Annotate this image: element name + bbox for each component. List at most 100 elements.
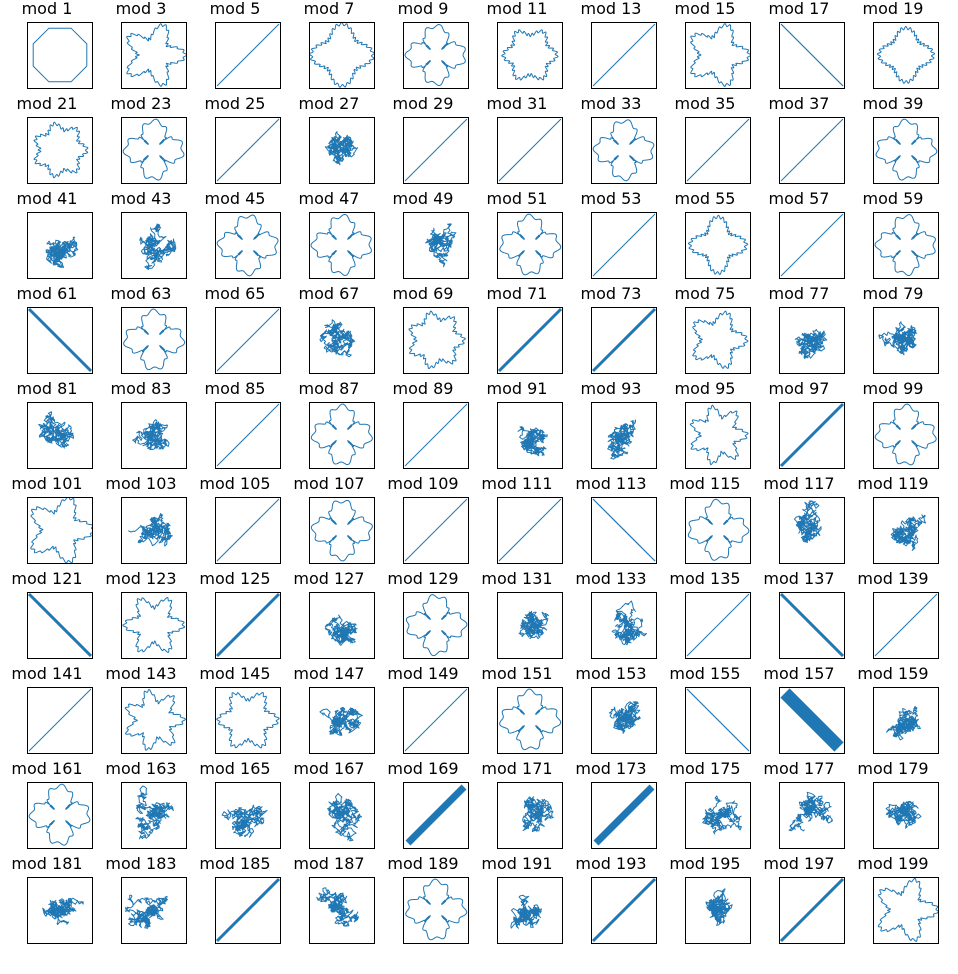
series-line bbox=[123, 308, 186, 371]
axes-frame bbox=[121, 687, 187, 754]
axes-frame bbox=[779, 782, 845, 849]
subplot: mod 137 bbox=[752, 569, 846, 665]
subplot: mod 141 bbox=[0, 664, 94, 760]
series-line bbox=[686, 688, 750, 752]
series-line bbox=[874, 403, 937, 466]
series-line bbox=[886, 705, 921, 741]
series-line bbox=[215, 592, 281, 658]
series-line bbox=[878, 321, 918, 356]
axes-frame bbox=[497, 877, 563, 944]
axes-frame bbox=[497, 212, 563, 279]
subplot-title: mod 147 bbox=[293, 664, 365, 683]
axes-frame bbox=[27, 687, 93, 754]
subplot-axes bbox=[497, 117, 563, 184]
axes-frame bbox=[779, 497, 845, 564]
subplot: mod 121 bbox=[0, 569, 94, 665]
subplot: mod 87 bbox=[282, 379, 376, 475]
subplot: mod 167 bbox=[282, 759, 376, 855]
series-line bbox=[27, 592, 93, 658]
axes-frame bbox=[27, 307, 93, 374]
subplot-axes bbox=[497, 687, 563, 754]
axes-frame bbox=[685, 117, 751, 184]
series-line bbox=[404, 403, 468, 467]
subplot-axes bbox=[309, 687, 375, 754]
subplot: mod 117 bbox=[752, 474, 846, 570]
axes-frame bbox=[121, 592, 187, 659]
subplot-title: mod 57 bbox=[768, 189, 830, 208]
axes-frame bbox=[685, 307, 751, 374]
subplot-title: mod 157 bbox=[763, 664, 835, 683]
subplot-axes bbox=[497, 307, 563, 374]
subplot: mod 25 bbox=[188, 94, 282, 190]
series-line bbox=[702, 795, 742, 835]
subplot-title: mod 123 bbox=[105, 569, 177, 588]
subplot: mod 41 bbox=[0, 189, 94, 285]
subplot-title: mod 87 bbox=[298, 379, 360, 398]
subplot-title: mod 165 bbox=[199, 759, 271, 778]
subplot: mod 197 bbox=[752, 854, 846, 950]
subplot: mod 11 bbox=[470, 0, 564, 95]
axes-frame bbox=[215, 117, 281, 184]
subplot: mod 163 bbox=[94, 759, 188, 855]
series-line bbox=[405, 784, 467, 846]
axes-frame bbox=[497, 117, 563, 184]
subplot-title: mod 107 bbox=[293, 474, 365, 493]
subplot: mod 107 bbox=[282, 474, 376, 570]
subplot-axes bbox=[685, 402, 751, 469]
subplot: mod 35 bbox=[658, 94, 752, 190]
series-line bbox=[216, 308, 280, 372]
axes-frame bbox=[779, 877, 845, 944]
subplot-title: mod 169 bbox=[387, 759, 459, 778]
subplot-axes bbox=[309, 782, 375, 849]
subplot-title: mod 47 bbox=[298, 189, 360, 208]
series-line bbox=[310, 213, 372, 276]
subplot-axes bbox=[873, 877, 939, 944]
axes-frame bbox=[873, 497, 939, 564]
axes-frame bbox=[403, 782, 469, 849]
subplot-title: mod 79 bbox=[862, 284, 924, 303]
axes-frame bbox=[403, 877, 469, 944]
series-line bbox=[780, 23, 844, 87]
subplot: mod 33 bbox=[564, 94, 658, 190]
subplot: mod 23 bbox=[94, 94, 188, 190]
subplot-title: mod 89 bbox=[392, 379, 454, 398]
axes-frame bbox=[591, 782, 657, 849]
series-line bbox=[408, 310, 466, 370]
series-line bbox=[607, 419, 637, 460]
series-line bbox=[611, 600, 647, 646]
subplot: mod 115 bbox=[658, 474, 752, 570]
series-line bbox=[216, 498, 280, 562]
subplot-axes bbox=[779, 402, 845, 469]
subplot-axes bbox=[779, 497, 845, 564]
subplot-title: mod 65 bbox=[204, 284, 266, 303]
subplot-axes bbox=[685, 877, 751, 944]
series-line bbox=[499, 688, 562, 751]
subplot-axes bbox=[591, 592, 657, 659]
subplot: mod 113 bbox=[564, 474, 658, 570]
series-line bbox=[122, 597, 185, 653]
subplot-axes bbox=[27, 687, 93, 754]
subplot-axes bbox=[121, 592, 187, 659]
series-line bbox=[793, 500, 822, 543]
axes-frame bbox=[497, 782, 563, 849]
subplot-axes bbox=[403, 22, 469, 89]
subplot-title: mod 7 bbox=[303, 0, 355, 18]
subplot-title: mod 23 bbox=[110, 94, 172, 113]
series-line bbox=[499, 213, 562, 276]
series-line bbox=[705, 888, 733, 926]
subplot-axes bbox=[215, 592, 281, 659]
axes-frame bbox=[215, 212, 281, 279]
axes-frame bbox=[779, 22, 845, 89]
subplot-axes bbox=[403, 877, 469, 944]
subplot: mod 181 bbox=[0, 854, 94, 950]
subplot: mod 27 bbox=[282, 94, 376, 190]
subplot: mod 85 bbox=[188, 379, 282, 475]
subplot: mod 47 bbox=[282, 189, 376, 285]
axes-frame bbox=[215, 877, 281, 944]
subplot: mod 195 bbox=[658, 854, 752, 950]
series-line bbox=[126, 23, 187, 87]
subplot-axes bbox=[215, 782, 281, 849]
subplot: mod 31 bbox=[470, 94, 564, 190]
series-line bbox=[28, 688, 92, 752]
subplot-axes bbox=[27, 497, 93, 564]
